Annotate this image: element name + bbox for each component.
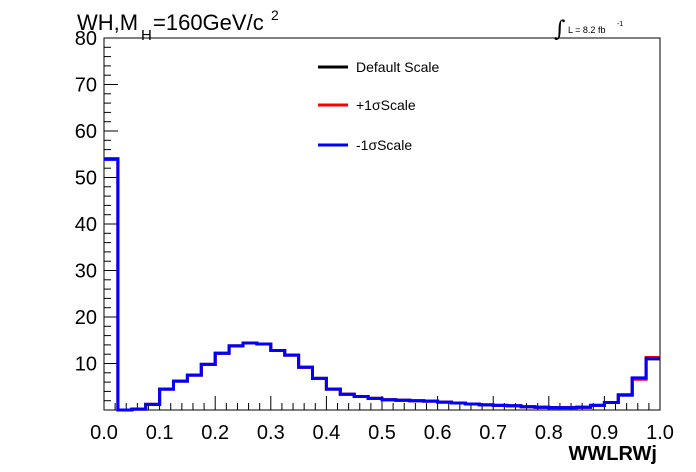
y-tick-label: 70: [75, 75, 97, 97]
y-tick-label: 60: [75, 121, 97, 143]
x-axis-label: WWLRWj: [569, 443, 658, 465]
x-tick-label: 0.6: [424, 422, 452, 444]
x-tick-label: 0.7: [479, 422, 507, 444]
series-lines: [104, 156, 660, 412]
y-tick-label: 50: [75, 168, 97, 190]
title-main: WH,M: [77, 10, 138, 35]
lumi-superscript: -1: [617, 21, 623, 28]
legend-label-2: +1σScale: [356, 97, 416, 113]
x-tick-label: 1.0: [646, 422, 674, 444]
x-axis-ticks: 0.0 0.1 0.2 0.3 0.4 0.5 0.6 0.7 0.8 0.9 1.0: [90, 396, 674, 444]
y-tick-label: 10: [75, 354, 97, 376]
y-tick-label: 80: [75, 28, 97, 50]
chart-title: WH,M H =160GeV/c 2: [77, 7, 279, 44]
lumi-label: ∫ L = 8.2 fb -1: [554, 17, 623, 42]
lumi-integral: ∫: [554, 17, 566, 42]
legend-label-1: Default Scale: [356, 59, 439, 75]
y-tick-label: 40: [75, 214, 97, 236]
title-rest: =160GeV/c: [153, 10, 264, 35]
title-superscript: 2: [271, 7, 279, 23]
x-tick-label: 0.0: [90, 422, 118, 444]
x-tick-label: 0.4: [312, 422, 340, 444]
x-tick-label: 0.9: [590, 422, 618, 444]
x-tick-label: 0.8: [535, 422, 563, 444]
x-tick-label: 0.3: [257, 422, 285, 444]
y-tick-label: 20: [75, 307, 97, 329]
x-tick-label: 0.2: [201, 422, 229, 444]
legend: Default Scale +1σScale -1σScale: [318, 59, 439, 153]
title-subscript: H: [141, 27, 152, 44]
y-axis-ticks: 10 20 30 40 50 60 70 80: [75, 28, 118, 411]
series-line-3: [104, 157, 660, 412]
y-tick-label: 30: [75, 261, 97, 283]
legend-label-3: -1σScale: [356, 137, 412, 153]
x-tick-label: 0.1: [146, 422, 174, 444]
lumi-text: L = 8.2 fb: [568, 25, 605, 35]
x-tick-label: 0.5: [368, 422, 396, 444]
